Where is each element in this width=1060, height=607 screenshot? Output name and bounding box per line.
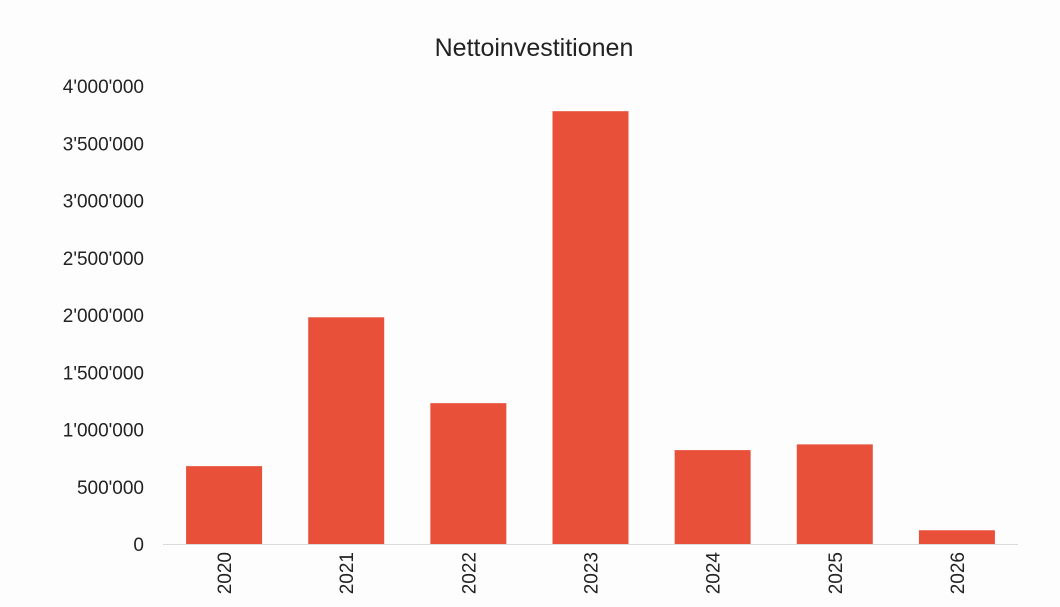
x-tick-label: 2020 [215, 552, 236, 594]
bar-2025 [796, 444, 873, 544]
y-tick-label: 1'000'000 [63, 421, 144, 442]
bar-2024 [674, 450, 751, 544]
y-tick-label: 3'000'000 [63, 192, 144, 213]
y-axis-tick-labels: 0 500'000 1'000'000 1'500'000 2'000'000 2'500… [63, 77, 144, 556]
bars [186, 111, 995, 544]
bar-2026 [918, 530, 995, 544]
x-tick-label: 2022 [459, 552, 480, 594]
x-tick-label: 2026 [948, 552, 969, 594]
x-tick-label: 2023 [582, 552, 603, 594]
x-tick-label: 2021 [337, 552, 358, 594]
y-tick-label: 0 [133, 535, 144, 556]
bar-2021 [308, 317, 385, 544]
chart-title: Nettoinvestitionen [435, 34, 634, 62]
y-tick-label: 500'000 [77, 478, 144, 499]
x-tick-label: 2025 [826, 552, 847, 594]
x-axis-tick-labels: 2020 2021 2022 2023 2024 2025 2026 [215, 552, 969, 595]
x-tick-label: 2024 [704, 552, 725, 595]
bar-2020 [186, 466, 263, 544]
y-tick-label: 4'000'000 [63, 77, 144, 98]
y-tick-label: 1'500'000 [63, 363, 144, 384]
bar-2023 [552, 111, 629, 544]
y-tick-label: 2'500'000 [63, 249, 144, 270]
y-tick-label: 3'500'000 [63, 134, 144, 155]
bar-2022 [430, 403, 507, 544]
y-tick-label: 2'000'000 [63, 306, 144, 327]
